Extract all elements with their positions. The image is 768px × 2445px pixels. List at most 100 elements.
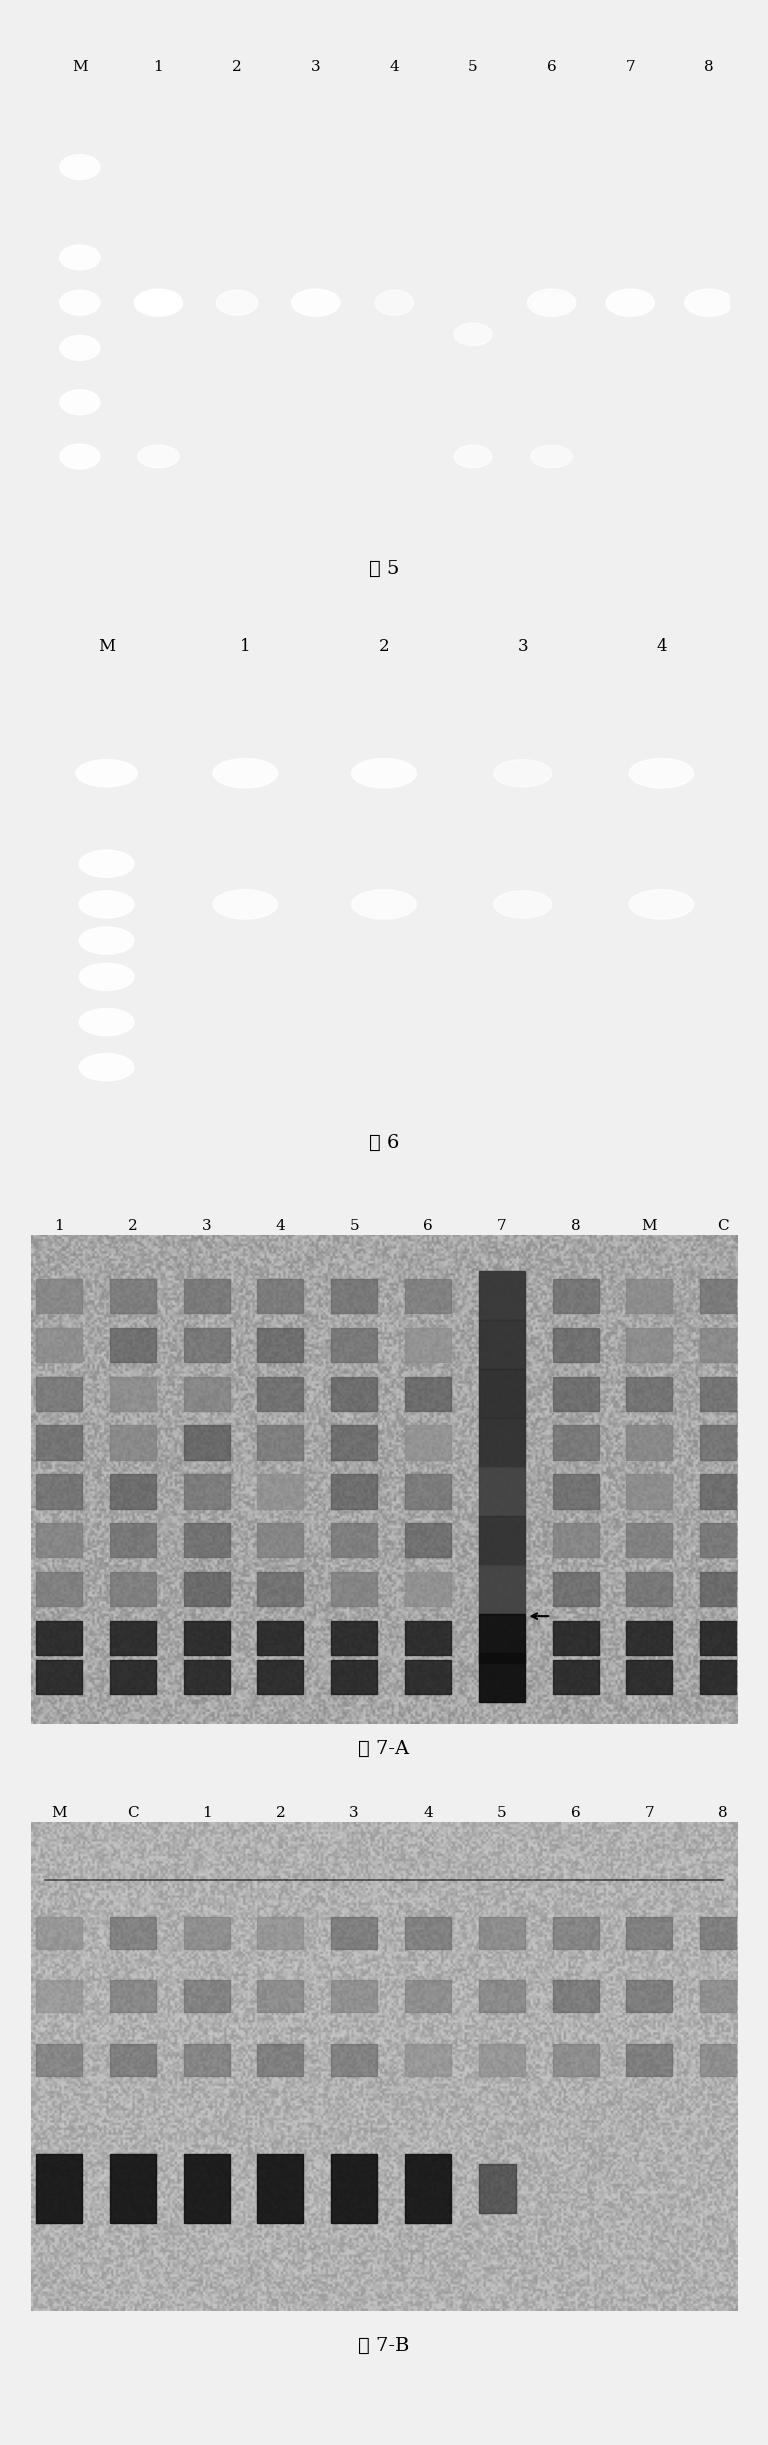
Bar bbox=[257, 1660, 303, 1694]
Bar bbox=[478, 1565, 525, 1614]
Bar bbox=[110, 1377, 156, 1411]
Ellipse shape bbox=[376, 291, 413, 315]
Bar bbox=[478, 1516, 525, 1565]
Bar bbox=[331, 1377, 377, 1411]
Bar bbox=[331, 1572, 377, 1606]
Bar bbox=[184, 1621, 230, 1655]
Bar bbox=[184, 1425, 230, 1460]
Text: 5: 5 bbox=[349, 1220, 359, 1232]
Bar bbox=[553, 1572, 598, 1606]
Text: 8: 8 bbox=[571, 1220, 581, 1232]
Ellipse shape bbox=[213, 890, 277, 919]
Text: 7: 7 bbox=[644, 1807, 654, 1819]
Ellipse shape bbox=[137, 445, 179, 467]
Ellipse shape bbox=[134, 289, 183, 315]
Text: M: M bbox=[641, 1220, 657, 1232]
Bar bbox=[700, 1425, 746, 1460]
Ellipse shape bbox=[494, 760, 551, 787]
Bar bbox=[36, 2044, 82, 2076]
Ellipse shape bbox=[494, 890, 551, 917]
Bar bbox=[36, 1572, 82, 1606]
Text: 4: 4 bbox=[656, 638, 667, 655]
Bar bbox=[478, 1320, 525, 1369]
Text: 图 7-B: 图 7-B bbox=[359, 2337, 409, 2355]
Text: 5: 5 bbox=[468, 61, 478, 73]
Text: 3: 3 bbox=[311, 61, 320, 73]
Bar bbox=[405, 1377, 451, 1411]
Ellipse shape bbox=[213, 758, 277, 787]
Bar bbox=[553, 1425, 598, 1460]
Text: 6: 6 bbox=[423, 1220, 433, 1232]
Bar bbox=[184, 1279, 230, 1313]
Bar bbox=[331, 1425, 377, 1460]
Ellipse shape bbox=[76, 760, 137, 787]
Ellipse shape bbox=[629, 890, 694, 919]
Text: 8: 8 bbox=[718, 1807, 728, 1819]
Bar bbox=[478, 1614, 525, 1663]
Bar bbox=[257, 1474, 303, 1509]
Bar bbox=[110, 1425, 156, 1460]
Bar bbox=[627, 1523, 672, 1557]
Text: 图 6: 图 6 bbox=[369, 1134, 399, 1152]
Bar bbox=[405, 2044, 451, 2076]
Bar bbox=[627, 1572, 672, 1606]
Text: 1: 1 bbox=[54, 1220, 64, 1232]
Text: 7: 7 bbox=[625, 61, 635, 73]
Ellipse shape bbox=[60, 335, 100, 359]
Bar bbox=[700, 1279, 746, 1313]
Bar bbox=[627, 1279, 672, 1313]
Bar bbox=[257, 1377, 303, 1411]
Bar bbox=[700, 1621, 746, 1655]
Bar bbox=[110, 1917, 156, 1949]
Ellipse shape bbox=[531, 445, 572, 467]
Text: 4: 4 bbox=[276, 1220, 285, 1232]
Ellipse shape bbox=[352, 890, 416, 919]
Bar bbox=[331, 1523, 377, 1557]
Ellipse shape bbox=[79, 890, 134, 917]
Bar bbox=[405, 1660, 451, 1694]
Bar bbox=[331, 2154, 377, 2223]
Bar bbox=[110, 1660, 156, 1694]
Bar bbox=[257, 2044, 303, 2076]
Bar bbox=[627, 1917, 672, 1949]
Text: 1: 1 bbox=[154, 61, 164, 73]
Bar bbox=[627, 1474, 672, 1509]
Text: 3: 3 bbox=[202, 1220, 211, 1232]
Bar bbox=[478, 1980, 525, 2012]
Text: 8: 8 bbox=[704, 61, 713, 73]
Bar bbox=[36, 2154, 82, 2223]
Bar bbox=[700, 1328, 746, 1362]
Bar bbox=[405, 1572, 451, 1606]
Bar bbox=[405, 1980, 451, 2012]
Bar bbox=[257, 1279, 303, 1313]
Ellipse shape bbox=[60, 389, 100, 416]
Bar bbox=[405, 1621, 451, 1655]
Bar bbox=[478, 1418, 525, 1467]
Bar bbox=[331, 2044, 377, 2076]
Text: 4: 4 bbox=[423, 1807, 433, 1819]
Bar bbox=[110, 1328, 156, 1362]
Bar bbox=[331, 1328, 377, 1362]
Bar bbox=[478, 1917, 525, 1949]
Ellipse shape bbox=[629, 758, 694, 787]
Bar bbox=[184, 1980, 230, 2012]
Bar bbox=[257, 2154, 303, 2223]
Bar bbox=[478, 1467, 525, 1516]
Bar bbox=[627, 1660, 672, 1694]
Text: 1: 1 bbox=[240, 638, 250, 655]
Bar bbox=[184, 2154, 230, 2223]
Text: 3: 3 bbox=[349, 1807, 359, 1819]
Bar bbox=[627, 1980, 672, 2012]
Bar bbox=[553, 1660, 598, 1694]
Bar bbox=[331, 1474, 377, 1509]
Bar bbox=[110, 1621, 156, 1655]
Bar bbox=[184, 1917, 230, 1949]
Bar bbox=[405, 1279, 451, 1313]
Ellipse shape bbox=[79, 851, 134, 878]
Bar bbox=[257, 1917, 303, 1949]
Bar bbox=[184, 1523, 230, 1557]
Bar bbox=[331, 1621, 377, 1655]
Bar bbox=[700, 1980, 746, 2012]
Ellipse shape bbox=[60, 445, 100, 469]
Bar bbox=[110, 2154, 156, 2223]
